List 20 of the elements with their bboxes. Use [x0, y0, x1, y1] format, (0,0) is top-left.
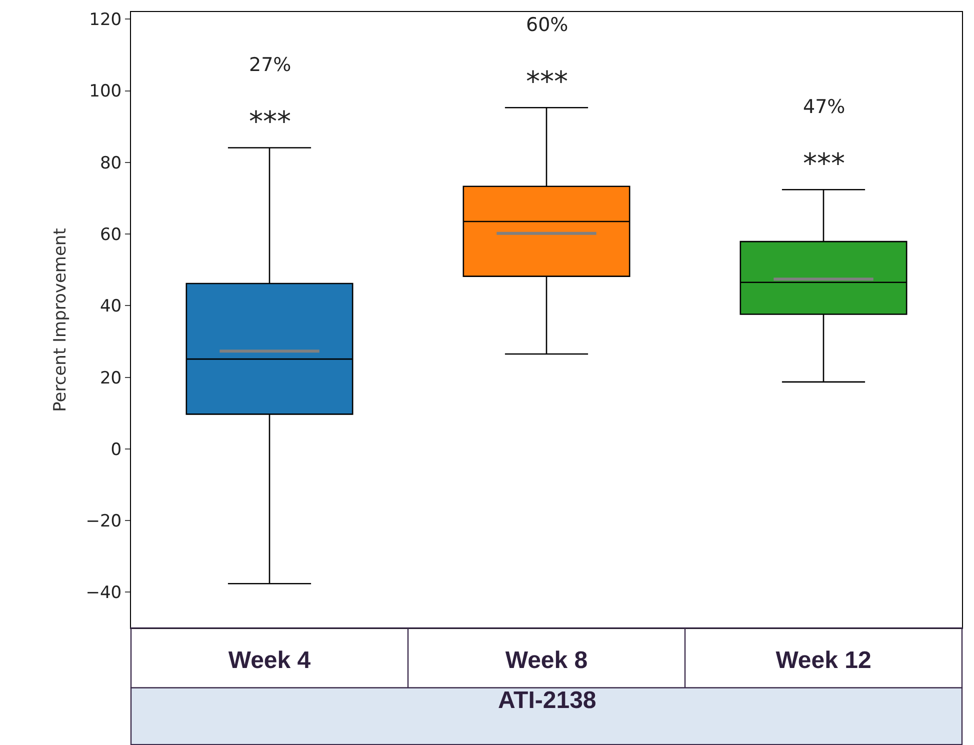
y-tick-label: 100	[89, 82, 122, 102]
y-tick-label: 60	[100, 225, 122, 245]
annotation: 60%	[526, 14, 568, 36]
annotation: ***	[803, 147, 845, 180]
x-tick-label: Week 4	[228, 646, 312, 674]
x-tick-label: Week 12	[776, 646, 872, 674]
y-tick-label: 40	[100, 296, 122, 317]
annotation: 47%	[803, 96, 846, 118]
annotation: ***	[249, 105, 291, 138]
y-axis-title: Percent Improvement	[50, 228, 70, 412]
y-tick-label: 20	[100, 368, 122, 388]
text: ATI-2138	[498, 687, 596, 714]
y-tick-label: 0	[110, 440, 122, 460]
y-tick-label: 80	[100, 153, 122, 174]
annotation: 27%	[249, 54, 292, 76]
y-tick-label: −20	[86, 512, 122, 532]
annotation: ***	[526, 65, 568, 98]
y-tick-label: −40	[86, 583, 122, 604]
y-tick-label: 120	[89, 10, 122, 30]
x-tick-label: Week 8	[505, 646, 588, 674]
